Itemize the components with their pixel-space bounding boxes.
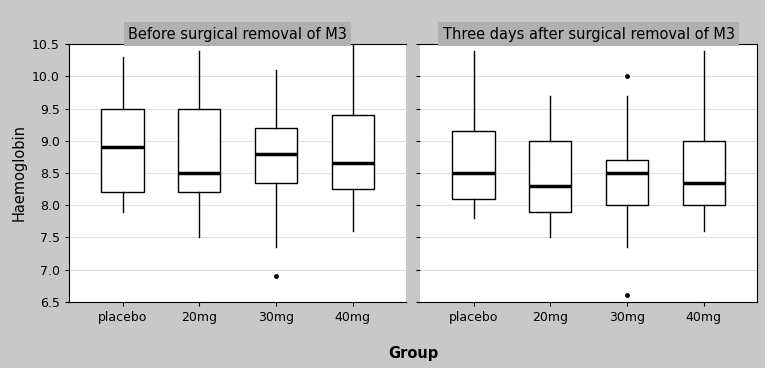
Bar [452, 131, 495, 199]
Bar [606, 160, 648, 205]
Bar [331, 115, 374, 189]
Bar [102, 109, 144, 192]
Title: Before surgical removal of M3: Before surgical removal of M3 [129, 26, 347, 42]
Bar [178, 109, 220, 192]
Title: Three days after surgical removal of M3: Three days after surgical removal of M3 [443, 26, 734, 42]
Bar [682, 141, 724, 205]
Text: Group: Group [388, 346, 438, 361]
Bar [255, 128, 297, 183]
Bar [529, 141, 571, 212]
Y-axis label: Haemoglobin: Haemoglobin [11, 124, 26, 222]
